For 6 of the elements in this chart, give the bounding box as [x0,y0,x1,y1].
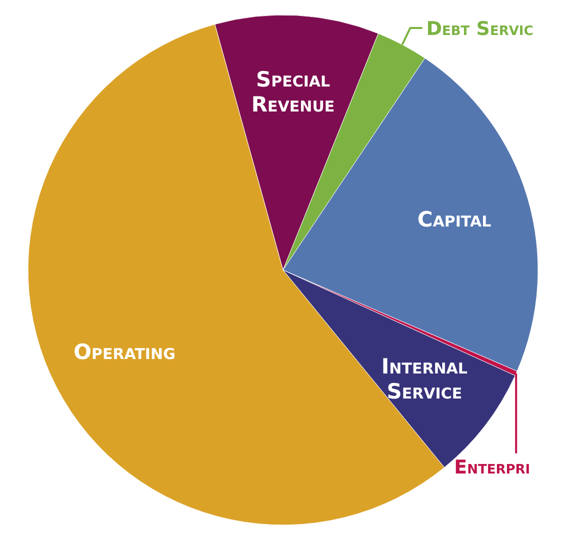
slice-label: Special Revenue [251,67,335,116]
slice-label: Capital [417,208,492,232]
slice-label: Debt Servic [426,18,534,40]
slice-label: Operating [74,340,176,364]
slice-label: Enterpri [454,456,530,478]
slice-label: Internal Service [381,354,468,404]
